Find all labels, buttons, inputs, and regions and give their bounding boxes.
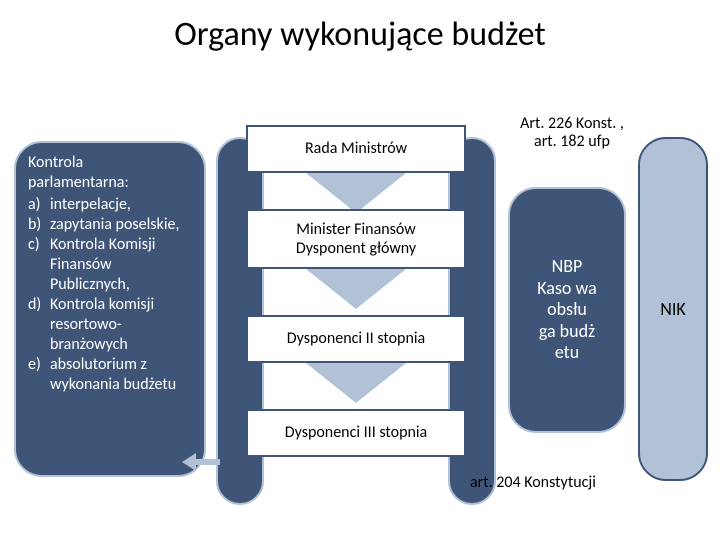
- left-item: Kontrola komisji resortowo-branżowych: [28, 295, 194, 355]
- left-connector-arrow: [182, 459, 220, 483]
- left-item: Kontrola Komisji Finansów Publicznych,: [28, 235, 194, 295]
- left-heading-1: Kontrola: [28, 153, 194, 173]
- nik-panel: NIK: [638, 137, 708, 481]
- left-item: zapytania poselskie,: [28, 215, 194, 235]
- arrow-down-icon: [306, 173, 406, 213]
- left-item: interpelacje,: [28, 195, 194, 215]
- note-bottom: art. 204 Konstytucji: [470, 473, 596, 492]
- box-dysponenci-ii: Dysponenci II stopnia: [246, 315, 466, 363]
- box-dysponenci-iii: Dysponenci III stopnia: [246, 409, 466, 457]
- left-list: interpelacje, zapytania poselskie, Kontr…: [28, 195, 194, 395]
- arrow-down-icon: [306, 269, 406, 309]
- box-minister-finansow: Minister Finansów Dysponent główny: [246, 209, 466, 269]
- page-title: Organy wykonujące budżet: [0, 0, 720, 61]
- left-heading-2: parlamentarna:: [28, 173, 194, 193]
- box-rada-ministrow: Rada Ministrów: [246, 125, 466, 173]
- arrow-down-icon: [306, 363, 406, 403]
- nbp-panel: NBP Kaso wa obsłu ga budż etu: [508, 187, 626, 433]
- note-top: Art. 226 Konst. , art. 182 ufp: [494, 115, 650, 152]
- left-panel: Kontrola parlamentarna: interpelacje, za…: [14, 141, 206, 477]
- left-item: absolutorium z wykonania budżetu: [28, 355, 194, 395]
- diagram: Kontrola parlamentarna: interpelacje, za…: [0, 61, 720, 521]
